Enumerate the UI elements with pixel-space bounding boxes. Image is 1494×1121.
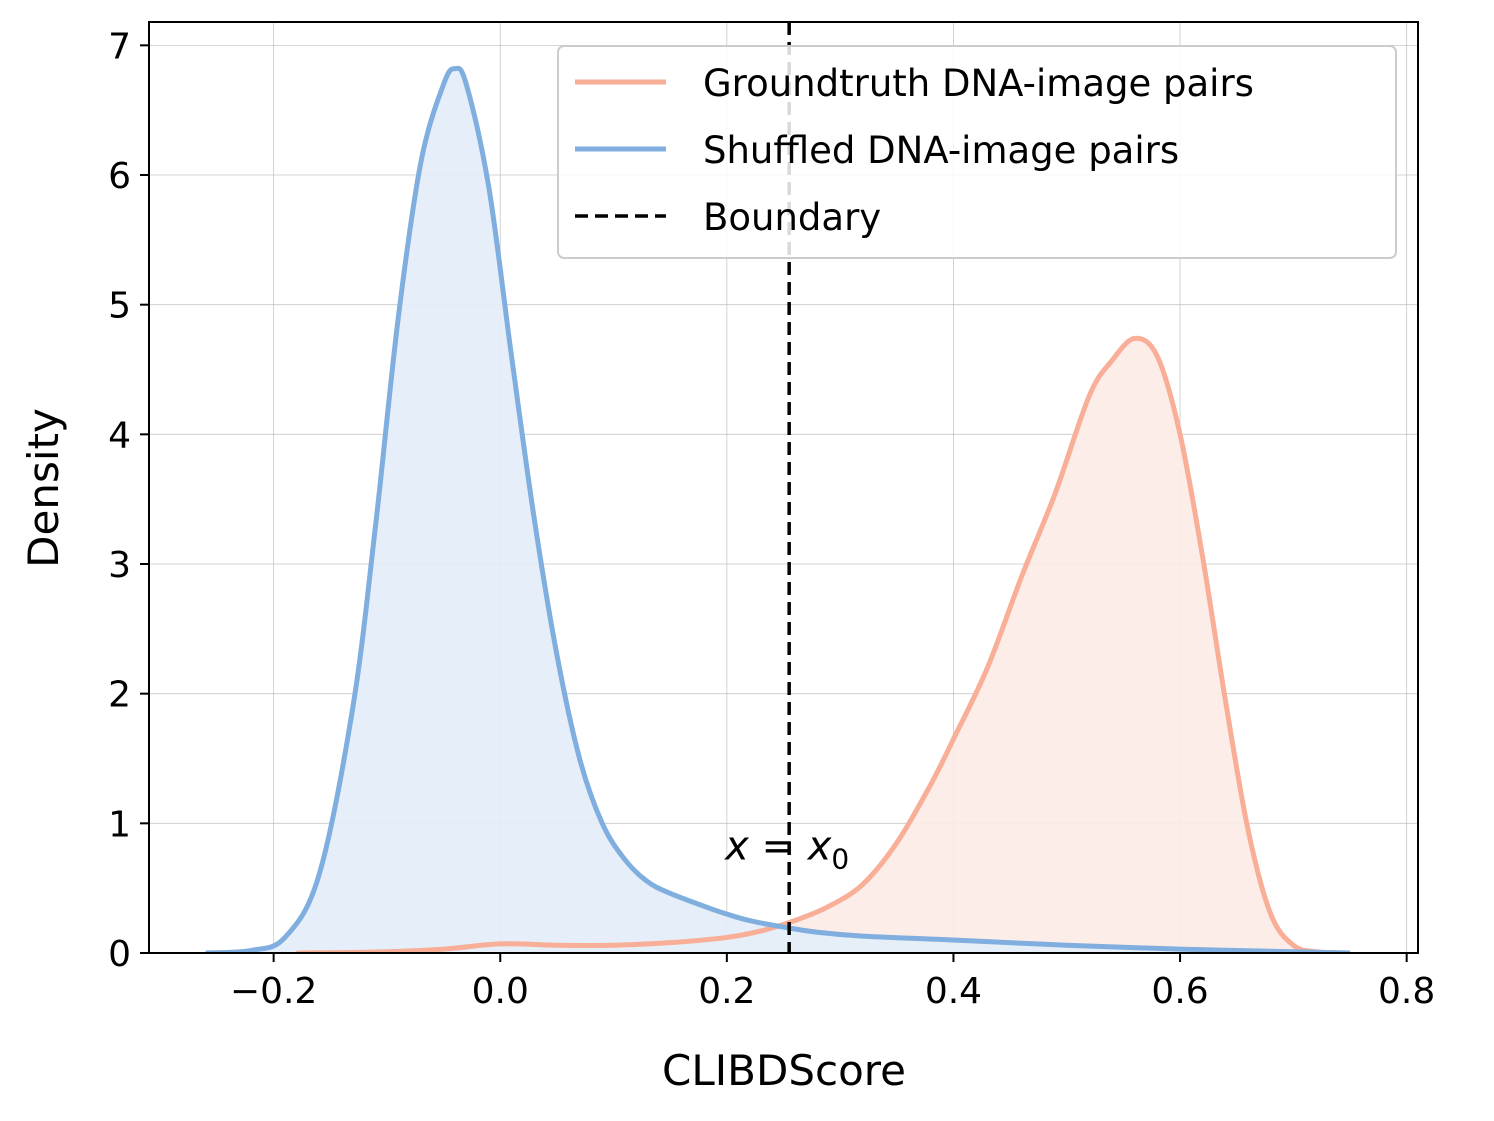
x-tick-label-0: −0.2 bbox=[230, 971, 317, 1012]
density-lines bbox=[205, 65, 1351, 953]
y-tick-label-7: 7 bbox=[108, 26, 131, 67]
x-tick-label-2: 0.2 bbox=[698, 971, 755, 1012]
legend-box bbox=[557, 45, 1397, 259]
y-tick-label-3: 3 bbox=[108, 545, 131, 586]
density-fills bbox=[205, 68, 1351, 953]
series-line-1 bbox=[205, 65, 1351, 953]
y-tick-label-4: 4 bbox=[108, 415, 131, 456]
y-axis-title: Density bbox=[19, 408, 68, 568]
y-axis-ticks: 0 1 2 3 4 5 6 7 bbox=[108, 26, 149, 975]
boundary-annotation-eq: = bbox=[749, 824, 808, 870]
y-tick-label-1: 1 bbox=[108, 804, 131, 845]
y-tick-label-6: 6 bbox=[108, 156, 131, 197]
series-fill-1 bbox=[205, 68, 1351, 953]
legend: Groundtruth DNA-image pairs Shuffled DNA… bbox=[557, 45, 1397, 259]
legend-label-shuffled: Shuffled DNA-image pairs bbox=[703, 129, 1179, 172]
y-tick-label-5: 5 bbox=[108, 286, 131, 327]
boundary-annotation: x = x0 bbox=[723, 824, 849, 876]
series-line-0 bbox=[296, 335, 1351, 953]
x-axis-ticks: −0.2 0.0 0.2 0.4 0.6 0.8 bbox=[230, 953, 1435, 1012]
boundary-annotation-var2: x bbox=[806, 824, 832, 870]
series-fill-0 bbox=[296, 338, 1351, 953]
plot-frame bbox=[148, 21, 1419, 954]
x-axis-title: CLIBDScore bbox=[662, 1046, 906, 1095]
legend-label-groundtruth: Groundtruth DNA-image pairs bbox=[703, 62, 1254, 105]
boundary-annotation-var: x bbox=[723, 824, 749, 870]
x-tick-label-3: 0.4 bbox=[925, 971, 982, 1012]
boundary-annotation-sub: 0 bbox=[831, 843, 849, 876]
y-tick-label-0: 0 bbox=[108, 934, 131, 975]
legend-label-boundary: Boundary bbox=[703, 196, 881, 239]
x-tick-label-5: 0.8 bbox=[1378, 971, 1435, 1012]
x-tick-label-4: 0.6 bbox=[1151, 971, 1208, 1012]
x-tick-label-1: 0.0 bbox=[472, 971, 529, 1012]
y-tick-label-2: 2 bbox=[108, 675, 131, 716]
